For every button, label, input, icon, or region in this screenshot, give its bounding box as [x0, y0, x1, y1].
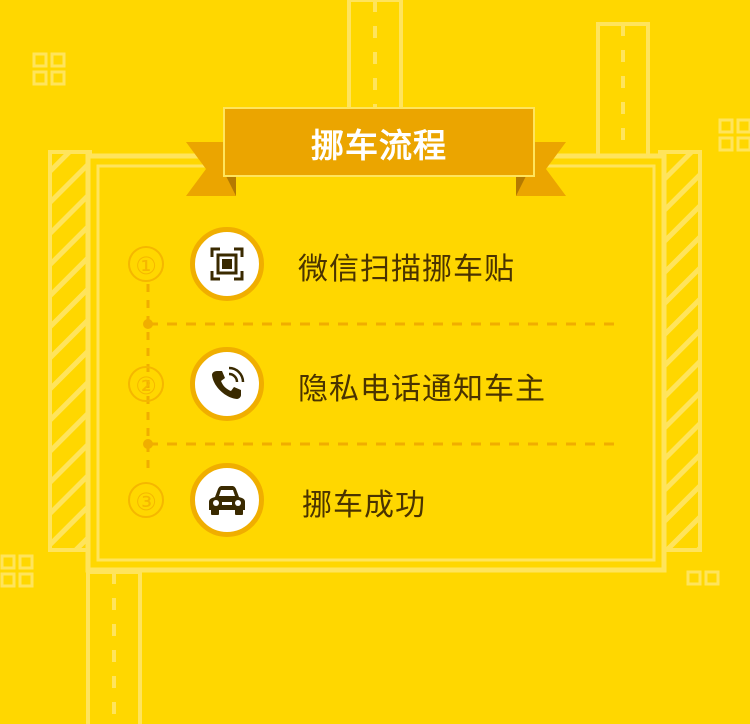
qr-deco-top-left	[32, 52, 66, 86]
page-title: 挪车流程	[311, 126, 447, 165]
qr-deco-right	[718, 118, 750, 152]
qr-scan-icon	[190, 227, 264, 301]
step-item: ③ 挪车成功	[0, 460, 750, 540]
road-bottom-left	[86, 570, 142, 724]
right-pillar	[658, 150, 702, 552]
step-number: ①	[128, 246, 164, 282]
left-pillar	[48, 150, 92, 552]
road-top-right	[596, 22, 650, 158]
step-number: ③	[128, 482, 164, 518]
ribbon-banner	[186, 107, 566, 196]
step-label: 微信扫描挪车贴	[298, 252, 515, 287]
step-number: ②	[128, 366, 164, 402]
step-item: ② 隐私电话通知车主	[0, 344, 750, 424]
step-label: 挪车成功	[302, 488, 426, 523]
step-item: ① 微信扫描挪车贴	[0, 224, 750, 304]
step-label: 隐私电话通知车主	[298, 372, 546, 407]
qr-deco-bottom-right	[686, 570, 720, 586]
card-frame	[85, 153, 667, 573]
car-icon	[190, 463, 264, 537]
phone-icon	[190, 347, 264, 421]
step-connectors	[143, 284, 620, 468]
road-top	[347, 0, 403, 117]
qr-deco-bottom-left	[0, 554, 34, 588]
